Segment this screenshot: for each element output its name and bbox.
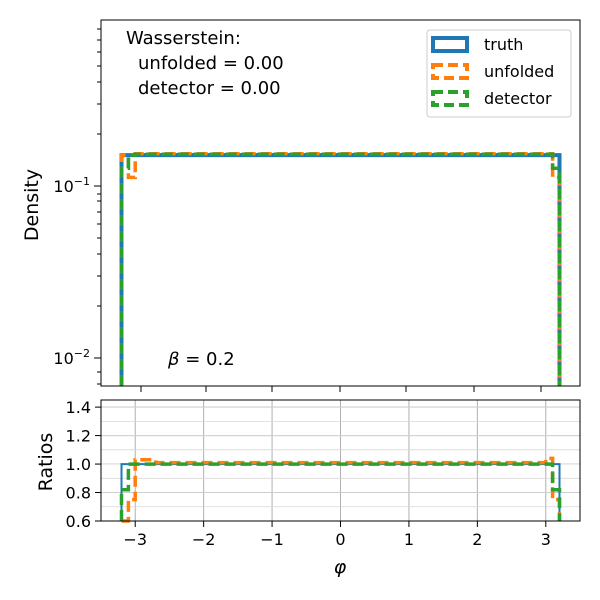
x-axis-title: φ <box>334 556 347 578</box>
main-series-detector <box>119 152 562 386</box>
main-ytick-exponent-0.01: −2 <box>74 347 90 360</box>
ratio-ytick-label: 1.4 <box>66 398 91 417</box>
xtick-label: 1 <box>404 530 414 549</box>
wasserstein-title: Wasserstein: <box>126 28 241 49</box>
legend-label-unfolded: unfolded <box>484 62 554 81</box>
beta-value: = 0.2 <box>180 349 235 370</box>
main-y-axis-title: Density <box>21 169 43 241</box>
wasserstein-detector: detector = 0.00 <box>138 78 281 99</box>
legend-label-detector: detector <box>484 89 552 108</box>
ratio-ticks: −3 −2 −1 0 1 2 3 0.6 0.8 1.0 1.2 1.4 <box>66 398 551 549</box>
legend: truth unfolded detector <box>426 29 572 118</box>
xtick-label: 2 <box>472 530 482 549</box>
beta-symbol: β <box>167 349 180 370</box>
legend-label-truth: truth <box>484 35 523 54</box>
ratio-ytick-label: 1.0 <box>66 455 91 474</box>
xtick-label: −1 <box>260 530 284 549</box>
main-ytick-label-0.01: 10−2 <box>53 347 90 368</box>
main-series-group <box>119 151 562 386</box>
ratio-grid <box>101 400 580 522</box>
ratio-panel: −3 −2 −1 0 1 2 3 0.6 0.8 1.0 1.2 1.4 Ratios φ <box>35 398 581 578</box>
ratio-ytick-label: 0.6 <box>66 512 91 531</box>
ratio-ytick-label: 0.8 <box>66 484 91 503</box>
legend-swatch-truth <box>431 36 469 53</box>
ratio-y-axis-title: Ratios <box>35 433 57 492</box>
xtick-label: 0 <box>335 530 345 549</box>
wasserstein-unfolded: unfolded = 0.00 <box>138 53 284 74</box>
ratio-series-group <box>119 456 562 523</box>
main-minor-ticks <box>97 28 101 385</box>
main-ytick-label-0.1: 10−1 <box>53 175 90 196</box>
main-xtick-marks <box>140 386 542 392</box>
ratio-ytick-label: 1.2 <box>66 427 91 446</box>
beta-annotation: β = 0.2 <box>167 349 235 370</box>
main-series-unfolded <box>119 151 562 386</box>
ratio-series-unfolded <box>121 456 562 523</box>
legend-swatch-detector <box>431 90 469 107</box>
xtick-label: 3 <box>541 530 551 549</box>
legend-swatch-unfolded <box>431 63 469 80</box>
main-ytick-exponent-0.1: −1 <box>74 175 90 188</box>
ratio-series-detector <box>119 462 562 521</box>
xtick-label: −2 <box>192 530 216 549</box>
main-panel: 10−1 10−2 Density Wasserstein: unfolded … <box>21 19 581 392</box>
xtick-label: −3 <box>123 530 147 549</box>
